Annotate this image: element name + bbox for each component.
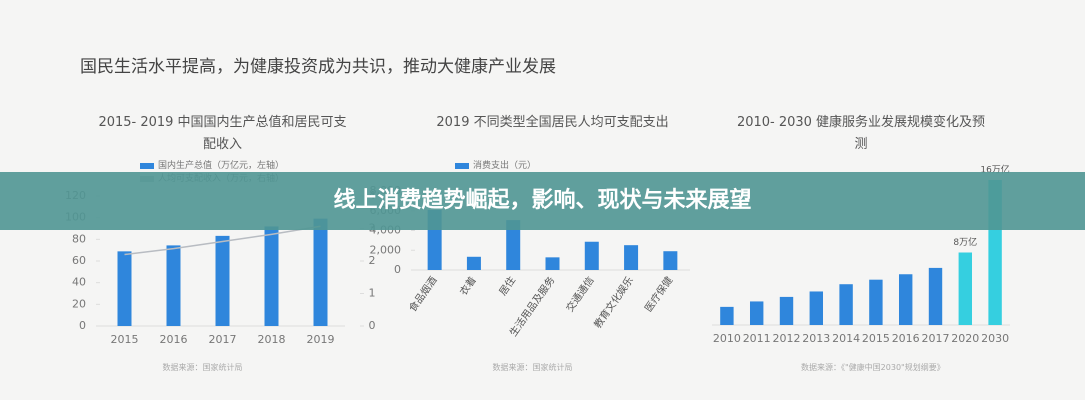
bar <box>928 267 943 325</box>
x-tick-label: 2030 <box>981 332 1009 345</box>
bar <box>624 245 639 270</box>
y2-tick-label: 2 <box>369 254 376 267</box>
y-tick-label: 60 <box>72 254 86 267</box>
x-tick-label: 2016 <box>892 332 920 345</box>
chart-title: 2015- 2019 中国国内生产总值和居民可支配收入 <box>98 115 347 152</box>
source-note: 数据来源：《"健康中国2030"规划纲要》 <box>801 363 945 372</box>
bar <box>466 256 481 270</box>
x-tick-label: 2012 <box>773 332 801 345</box>
y-tick-label: 80 <box>72 232 86 245</box>
y2-tick-label: 0 <box>369 319 376 332</box>
bar <box>215 235 230 326</box>
legend-label: 国内生产总值（万亿元，左轴） <box>158 161 285 171</box>
x-tick-label: 2013 <box>802 332 830 345</box>
bar <box>898 274 913 325</box>
header-title: 国民生活水平提高，为健康投资成为共识，推动大健康产业发展 <box>80 57 556 77</box>
x-tick-label: 2011 <box>743 332 771 345</box>
x-tick-label: 居住 <box>496 274 518 298</box>
x-tick-label: 2017 <box>922 332 950 345</box>
bar <box>839 284 853 325</box>
bar <box>720 306 734 325</box>
x-tick-label: 2015 <box>111 333 139 346</box>
x-tick-label: 衣着 <box>457 274 479 298</box>
x-tick-label: 教育文化娱乐 <box>591 274 636 331</box>
x-tick-label: 食品烟酒 <box>406 274 440 314</box>
y-tick-label: 20 <box>72 297 86 310</box>
x-tick-label: 2020 <box>951 332 979 345</box>
x-tick-label: 医疗保健 <box>642 274 676 314</box>
line <box>124 225 321 256</box>
legend-swatch <box>140 162 154 169</box>
bar <box>958 252 973 325</box>
x-tick-label: 2019 <box>307 333 335 346</box>
bar <box>545 257 560 270</box>
x-tick-label: 交通通信 <box>563 274 597 314</box>
legend-label: 消费支出（元） <box>473 161 537 171</box>
y-tick-label: 40 <box>72 276 86 289</box>
y-tick-label: 2,000 <box>370 243 402 256</box>
bar <box>313 218 328 326</box>
x-tick-label: 2014 <box>832 332 860 345</box>
bar <box>809 291 824 325</box>
bar <box>584 241 599 270</box>
bar <box>779 296 794 325</box>
source-note: 数据来源：国家统计局 <box>162 363 243 372</box>
source-note: 数据来源：国家统计局 <box>492 363 573 372</box>
x-tick-label: 2015 <box>862 332 890 345</box>
chart-title: 2010- 2030 健康服务业发展规模变化及预测 <box>736 115 986 152</box>
legend-entry: 消费支出（元） <box>455 158 536 171</box>
x-tick-label: 2017 <box>209 333 237 346</box>
y-tick-label: 0 <box>394 263 401 276</box>
x-tick-label: 2018 <box>258 333 286 346</box>
bar <box>264 226 279 326</box>
legend-swatch <box>455 162 469 169</box>
legend-entry: 国内生产总值（万亿元，左轴） <box>140 158 284 171</box>
y-tick-label: 0 <box>79 319 86 332</box>
bar <box>869 279 883 325</box>
bar <box>117 251 132 326</box>
value-label: 8万亿 <box>953 236 977 248</box>
bar <box>749 301 764 325</box>
bar <box>166 245 181 326</box>
x-tick-label: 2016 <box>160 333 188 346</box>
bar <box>506 220 521 270</box>
chart-title: 2019 不同类型全国居民人均可支配支出 <box>436 115 669 130</box>
bar <box>663 251 678 270</box>
y2-tick-label: 1 <box>369 287 376 300</box>
x-tick-label: 2010 <box>713 332 741 345</box>
banner-title: 线上消费趋势崛起，影响、现状与未来展望 <box>0 172 1085 230</box>
